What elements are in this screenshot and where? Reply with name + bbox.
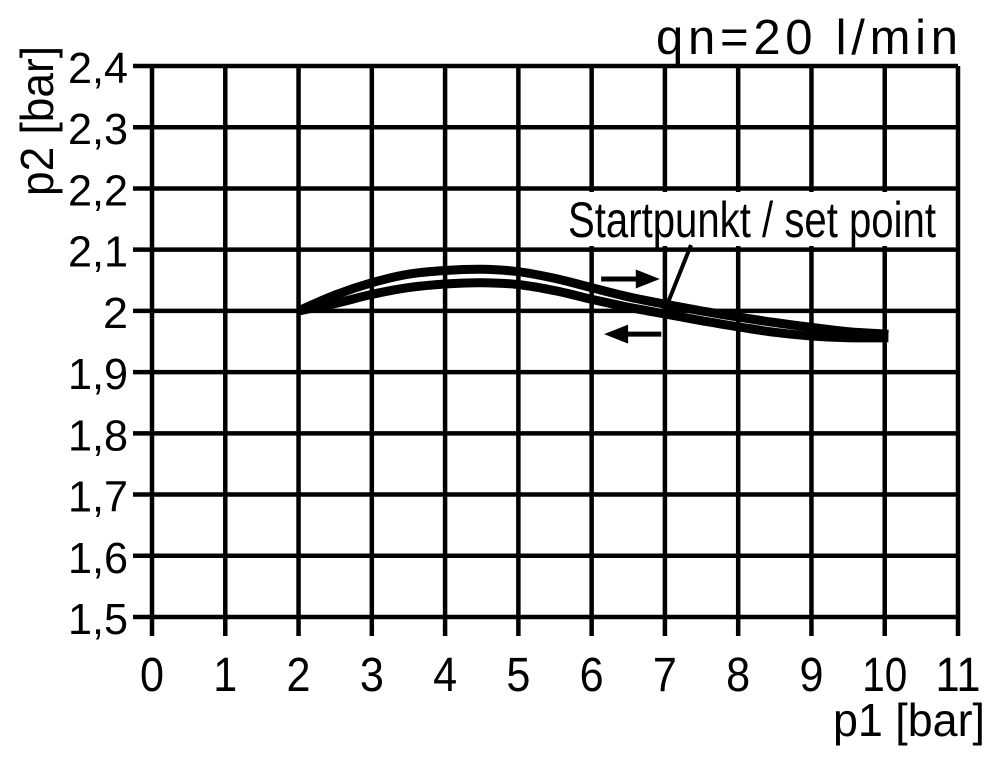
hysteresis-curves [296, 264, 889, 343]
flow-rate-label: qn=20 l/min [656, 11, 958, 65]
x-tick-label: 2 [287, 649, 311, 702]
annotation-background [560, 192, 942, 246]
arrow-head-right-icon [635, 269, 660, 289]
x-tick-label: 0 [140, 649, 164, 702]
y-tick-label: 1,9 [68, 350, 128, 399]
x-tick-label: 10 [862, 649, 907, 702]
set-point-label: Startpunkt / set point [568, 192, 936, 248]
y-tick-label: 1,7 [68, 473, 128, 522]
x-tick-label: 7 [653, 649, 677, 702]
y-tick-label: 1,6 [68, 534, 128, 583]
y-tick-label: 1,8 [68, 411, 128, 460]
curve-forward [296, 264, 889, 339]
x-tick-label: 9 [799, 649, 823, 702]
x-tick-label: 11 [936, 649, 981, 702]
x-tick-label: 5 [506, 649, 530, 702]
grid [133, 63, 961, 636]
y-tick-label: 2,3 [68, 105, 128, 154]
y-tick-label: 2 [103, 289, 128, 338]
arrow-head-left-icon [604, 324, 629, 344]
y-tick-label: 1,5 [68, 595, 128, 644]
x-tick-label: 4 [433, 649, 457, 702]
x-tick-label: 1 [213, 649, 237, 702]
direction-arrows [601, 269, 662, 344]
annotation-leader-line [665, 244, 693, 304]
x-tick-label: 6 [580, 649, 604, 702]
y-tick-label: 2,2 [68, 166, 128, 215]
tick-labels: 0 1 2 3 4 5 6 7 8 9 10 112,42,32,22,121,91,81,71,61… [68, 44, 981, 702]
x-axis-label: p1 [bar] [833, 694, 985, 746]
x-tick-label: 8 [726, 649, 750, 702]
y-axis-label: p2 [bar] [11, 46, 63, 196]
curve-return [297, 278, 889, 343]
y-tick-label: 2,4 [68, 44, 128, 93]
y-tick-label: 2,1 [68, 228, 128, 277]
x-tick-label: 3 [360, 649, 384, 702]
